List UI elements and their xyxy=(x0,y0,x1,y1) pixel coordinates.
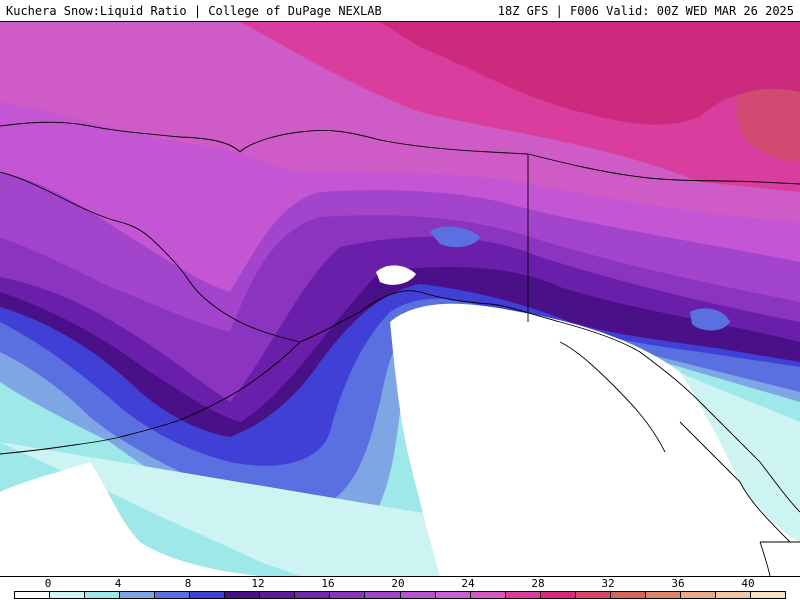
legend-tick-label: 0 xyxy=(44,577,52,590)
legend-swatch xyxy=(505,592,541,598)
alaska-south-coast xyxy=(299,290,800,513)
map-canvas xyxy=(0,22,800,576)
legend-swatch xyxy=(15,592,51,598)
legend-swatch xyxy=(330,592,366,598)
field-rose-patch xyxy=(736,85,800,162)
legend-swatch xyxy=(715,592,751,598)
legend-swatch xyxy=(85,592,121,598)
legend-color-bar xyxy=(14,591,786,599)
legend-swatch xyxy=(365,592,401,598)
model-run-info: 18Z GFS | F006 Valid: 00Z WED MAR 26 202… xyxy=(497,4,794,18)
legend-tick-labels: 0 4 8 12 16 20 24 28 32 36 40 xyxy=(0,577,800,591)
legend-swatch xyxy=(225,592,261,598)
legend-swatch xyxy=(50,592,86,598)
field-white-southwest xyxy=(0,462,260,576)
legend-tick-label: 28 xyxy=(531,577,545,590)
alaska-west-coast xyxy=(0,171,301,343)
field-dark-magenta xyxy=(380,22,800,125)
alaska-north-coast xyxy=(0,121,529,155)
legend-swatch xyxy=(120,592,156,598)
legend-swatch xyxy=(400,592,436,598)
field-blue-blob-b xyxy=(690,308,730,331)
map-header: Kuchera Snow:Liquid Ratio | College of D… xyxy=(0,0,800,22)
legend-swatch xyxy=(540,592,576,598)
field-white-blob xyxy=(376,265,416,285)
legend-tick-label: 20 xyxy=(391,577,405,590)
us-west-coast xyxy=(759,541,771,576)
bc-coast-islands xyxy=(559,341,791,543)
legend-swatch xyxy=(260,592,296,598)
geographic-outlines xyxy=(0,121,800,576)
product-title: Kuchera Snow:Liquid Ratio | College of D… xyxy=(6,4,382,18)
aleutian-chain xyxy=(0,341,301,455)
legend-tick-label: 4 xyxy=(114,577,122,590)
legend-tick-label: 16 xyxy=(321,577,335,590)
legend-tick-label: 36 xyxy=(671,577,685,590)
field-white-no-snow xyxy=(390,303,800,576)
field-blue-blob-a xyxy=(430,226,480,248)
legend-swatch xyxy=(470,592,506,598)
legend-tick-label: 8 xyxy=(184,577,192,590)
legend-tick-label: 40 xyxy=(741,577,755,590)
legend-swatch xyxy=(575,592,611,598)
legend-swatch xyxy=(155,592,191,598)
canada-north-coast xyxy=(527,153,800,185)
legend-swatch xyxy=(190,592,226,598)
legend-swatch xyxy=(645,592,681,598)
legend-swatch xyxy=(610,592,646,598)
legend-swatch xyxy=(295,592,331,598)
legend-swatch xyxy=(435,592,471,598)
legend-swatch xyxy=(680,592,716,598)
color-scale-legend: 0 4 8 12 16 20 24 28 32 36 40 xyxy=(0,576,800,600)
legend-tick-label: 24 xyxy=(461,577,475,590)
legend-tick-label: 32 xyxy=(601,577,615,590)
snow-ratio-map xyxy=(0,22,800,576)
legend-swatch xyxy=(750,592,786,598)
legend-tick-label: 12 xyxy=(251,577,265,590)
